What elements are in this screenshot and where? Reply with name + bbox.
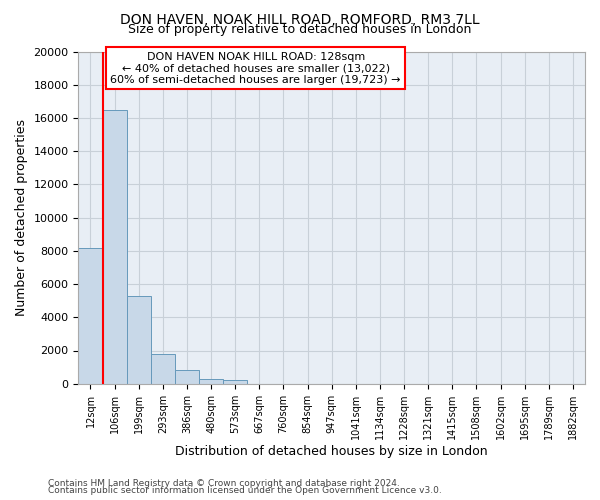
Bar bbox=[127, 296, 151, 384]
Bar bbox=[199, 378, 223, 384]
Bar bbox=[175, 370, 199, 384]
Text: Contains public sector information licensed under the Open Government Licence v3: Contains public sector information licen… bbox=[48, 486, 442, 495]
Text: DON HAVEN, NOAK HILL ROAD, ROMFORD, RM3 7LL: DON HAVEN, NOAK HILL ROAD, ROMFORD, RM3 … bbox=[120, 12, 480, 26]
Bar bbox=[223, 380, 247, 384]
Y-axis label: Number of detached properties: Number of detached properties bbox=[15, 119, 28, 316]
Text: Contains HM Land Registry data © Crown copyright and database right 2024.: Contains HM Land Registry data © Crown c… bbox=[48, 478, 400, 488]
Bar bbox=[79, 248, 103, 384]
X-axis label: Distribution of detached houses by size in London: Distribution of detached houses by size … bbox=[175, 444, 488, 458]
Text: DON HAVEN NOAK HILL ROAD: 128sqm
← 40% of detached houses are smaller (13,022)
6: DON HAVEN NOAK HILL ROAD: 128sqm ← 40% o… bbox=[110, 52, 401, 84]
Bar bbox=[103, 110, 127, 384]
Text: Size of property relative to detached houses in London: Size of property relative to detached ho… bbox=[128, 24, 472, 36]
Bar bbox=[151, 354, 175, 384]
